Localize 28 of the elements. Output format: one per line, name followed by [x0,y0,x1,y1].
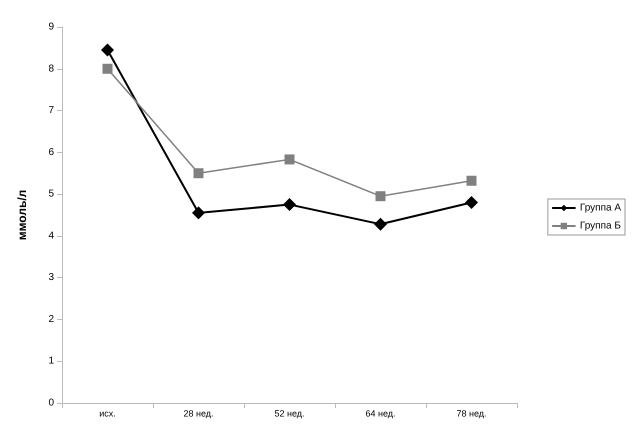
point [465,196,478,209]
point [466,176,476,186]
y-tick-label: 3 [48,272,54,284]
x-tick-label: исх. [99,408,116,418]
y-axis-title: ммоль/л [15,190,29,240]
x-tick-label: 52 нед. [274,408,305,418]
y-tick-label: 0 [48,398,54,408]
point [102,64,112,74]
point [374,218,387,231]
legend-label: Группа Б [580,220,622,232]
y-tick-label: 8 [48,63,54,74]
y-tick-label: 4 [48,230,54,242]
y-tick-label: 1 [48,356,54,367]
x-tick-label: 28 нед. [183,408,214,418]
point [283,198,296,212]
point [284,154,294,164]
point [101,43,114,56]
point [376,191,386,202]
y-tick-label: 9 [48,22,54,32]
y-tick-label: 5 [48,188,54,200]
point [194,168,204,178]
point [192,206,205,220]
x-tick-label: 78 нед. [456,408,487,418]
legend-label: Группа А [580,202,622,214]
y-tick-label: 6 [48,146,54,158]
y-tick-label: 2 [48,314,54,325]
y-tick-label: 7 [48,105,54,116]
x-tick-label: 64 нед. [365,408,396,418]
